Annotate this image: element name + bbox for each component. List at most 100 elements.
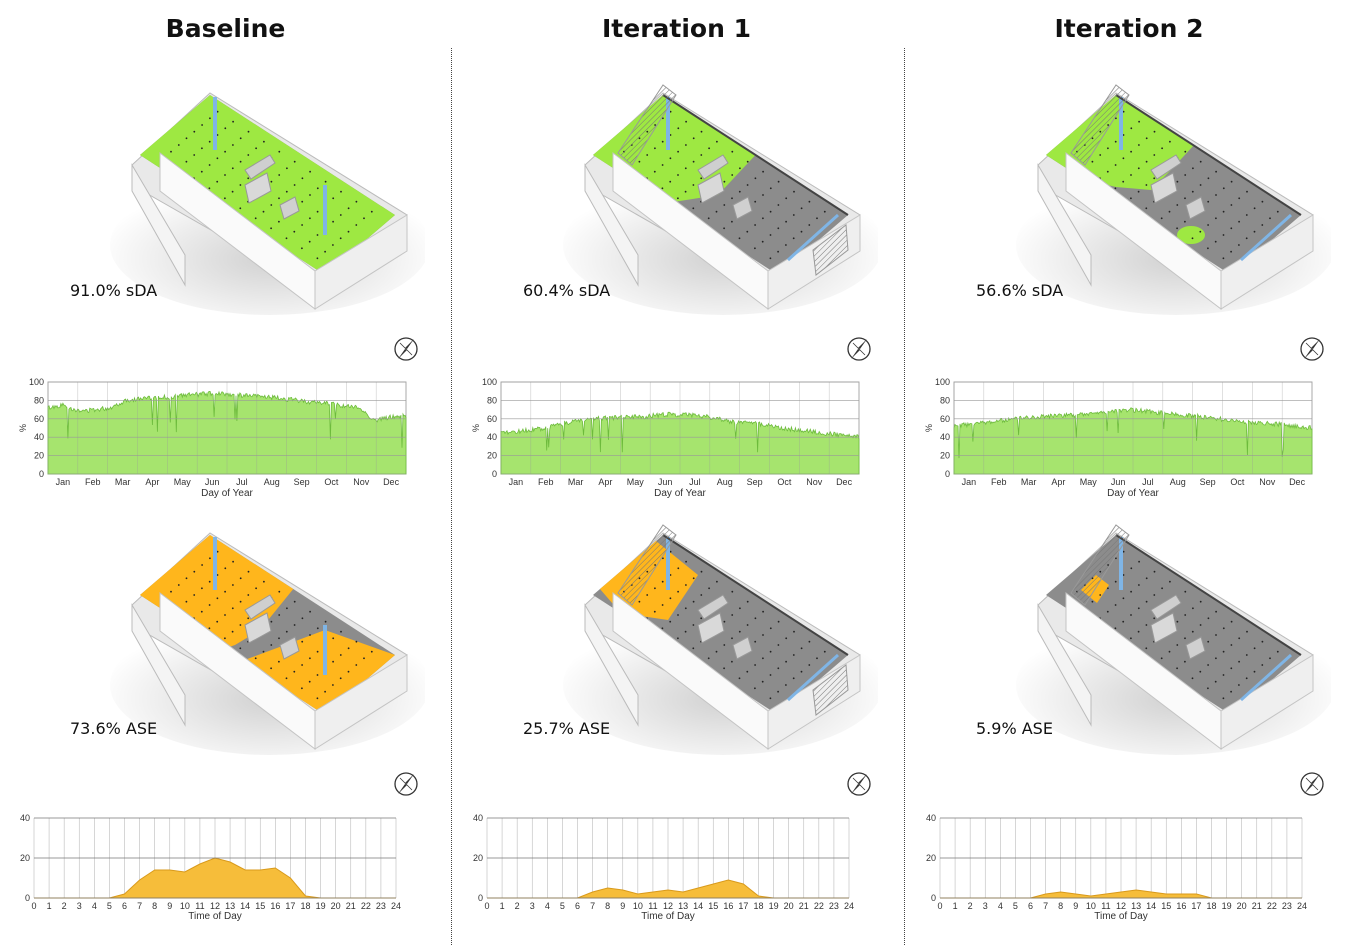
x-tick-label: 9 <box>167 901 172 911</box>
x-tick-label: Jul <box>236 477 248 487</box>
x-tick-label: 6 <box>1028 901 1033 911</box>
x-tick-label: 12 <box>210 901 220 911</box>
column-iteration-2: Iteration 2 <box>904 0 1354 945</box>
column-baseline: Baseline <box>0 0 451 945</box>
x-tick-label: 15 <box>255 901 265 911</box>
x-tick-label: Mar <box>1021 477 1037 487</box>
x-tick-label: Mar <box>568 477 584 487</box>
column-divider <box>904 48 905 945</box>
x-tick-label: 5 <box>1013 901 1018 911</box>
x-tick-label: Dec <box>836 477 853 487</box>
x-tick-label: 22 <box>361 901 371 911</box>
x-tick-label: 13 <box>225 901 235 911</box>
ase-value-label: 5.9% ASE <box>976 719 1053 738</box>
x-tick-label: 12 <box>663 901 673 911</box>
x-tick-label: 16 <box>723 901 733 911</box>
x-tick-label: 14 <box>240 901 250 911</box>
x-tick-label: 16 <box>270 901 280 911</box>
y-tick-label: 20 <box>940 451 950 461</box>
x-tick-label: 0 <box>484 901 489 911</box>
x-tick-label: 10 <box>633 901 643 911</box>
x-tick-label: 4 <box>545 901 550 911</box>
x-tick-label: 9 <box>620 901 625 911</box>
x-tick-label: 11 <box>1101 901 1110 911</box>
x-tick-label: 8 <box>605 901 610 911</box>
ase-value-label: 25.7% ASE <box>523 719 611 738</box>
x-tick-label: 21 <box>346 901 356 911</box>
x-tick-label: 3 <box>983 901 988 911</box>
y-tick-label: 0 <box>39 469 44 479</box>
x-tick-label: 10 <box>180 901 190 911</box>
x-axis-label: Time of Day <box>1094 911 1148 922</box>
x-tick-label: 1 <box>953 901 958 911</box>
sda-value-label: 56.6% sDA <box>976 281 1064 300</box>
x-tick-label: 18 <box>300 901 310 911</box>
x-tick-label: 3 <box>77 901 82 911</box>
y-tick-label: 0 <box>478 893 483 903</box>
sda-value-label: 91.0% sDA <box>70 281 158 300</box>
x-tick-label: 7 <box>137 901 142 911</box>
y-axis-label: % <box>924 424 934 432</box>
x-tick-label: 17 <box>285 901 295 911</box>
y-tick-label: 20 <box>473 853 483 863</box>
x-tick-label: 19 <box>316 901 326 911</box>
x-tick-label: May <box>174 477 192 487</box>
x-tick-label: 1 <box>500 901 505 911</box>
x-tick-label: Aug <box>717 477 733 487</box>
x-tick-label: 4 <box>998 901 1003 911</box>
sda-room-model <box>1016 84 1331 315</box>
x-axis-label: Time of Day <box>188 911 242 922</box>
sda-value-label: 60.4% sDA <box>523 281 611 300</box>
x-tick-label: Jan <box>56 477 71 487</box>
sda-room-model <box>563 84 878 315</box>
column-divider <box>451 48 452 945</box>
x-tick-label: 0 <box>937 901 942 911</box>
x-tick-label: Sep <box>747 477 763 487</box>
y-tick-label: 60 <box>487 414 497 424</box>
x-tick-label: Sep <box>294 477 310 487</box>
x-tick-label: Oct <box>324 477 339 487</box>
x-tick-label: 1 <box>47 901 52 911</box>
x-tick-label: 13 <box>678 901 688 911</box>
x-tick-label: 15 <box>1161 901 1171 911</box>
x-tick-label: 24 <box>844 901 854 911</box>
x-axis-label: Day of Year <box>201 488 253 498</box>
x-tick-label: 8 <box>152 901 157 911</box>
x-tick-label: 16 <box>1176 901 1186 911</box>
x-tick-label: Apr <box>1051 477 1065 487</box>
ase-value-label: 73.6% ASE <box>70 719 158 738</box>
y-tick-label: 0 <box>25 893 30 903</box>
ase-room-model <box>1016 524 1331 755</box>
compass-icon <box>394 337 418 361</box>
x-tick-label: Aug <box>1170 477 1186 487</box>
annual-sda-chart: 0 20 40 60 80 100 Jan Feb Mar Apr May Jun Jul Aug Sep O… <box>924 377 1313 498</box>
x-tick-label: Nov <box>1259 477 1276 487</box>
x-tick-label: Jul <box>1142 477 1154 487</box>
x-tick-label: May <box>627 477 645 487</box>
x-tick-label: 14 <box>693 901 703 911</box>
x-tick-label: 14 <box>1146 901 1156 911</box>
x-tick-label: Jun <box>205 477 220 487</box>
x-tick-label: 18 <box>1206 901 1216 911</box>
x-tick-label: 7 <box>1043 901 1048 911</box>
x-tick-label: Jan <box>509 477 524 487</box>
compass-icon <box>847 772 871 796</box>
x-tick-label: Sep <box>1200 477 1216 487</box>
x-tick-label: 13 <box>1131 901 1141 911</box>
x-tick-label: 17 <box>738 901 748 911</box>
x-tick-label: 2 <box>62 901 67 911</box>
y-tick-label: 0 <box>945 469 950 479</box>
x-tick-label: 3 <box>530 901 535 911</box>
column-title: Baseline <box>165 14 286 43</box>
x-tick-label: 7 <box>590 901 595 911</box>
column-title: Iteration 1 <box>602 14 751 43</box>
y-axis-label: % <box>471 424 481 432</box>
y-tick-label: 20 <box>20 853 30 863</box>
x-tick-label: 17 <box>1191 901 1201 911</box>
x-tick-label: 8 <box>1058 901 1063 911</box>
x-tick-label: Oct <box>1230 477 1245 487</box>
x-axis-label: Day of Year <box>1107 488 1159 498</box>
x-tick-label: 24 <box>391 901 401 911</box>
